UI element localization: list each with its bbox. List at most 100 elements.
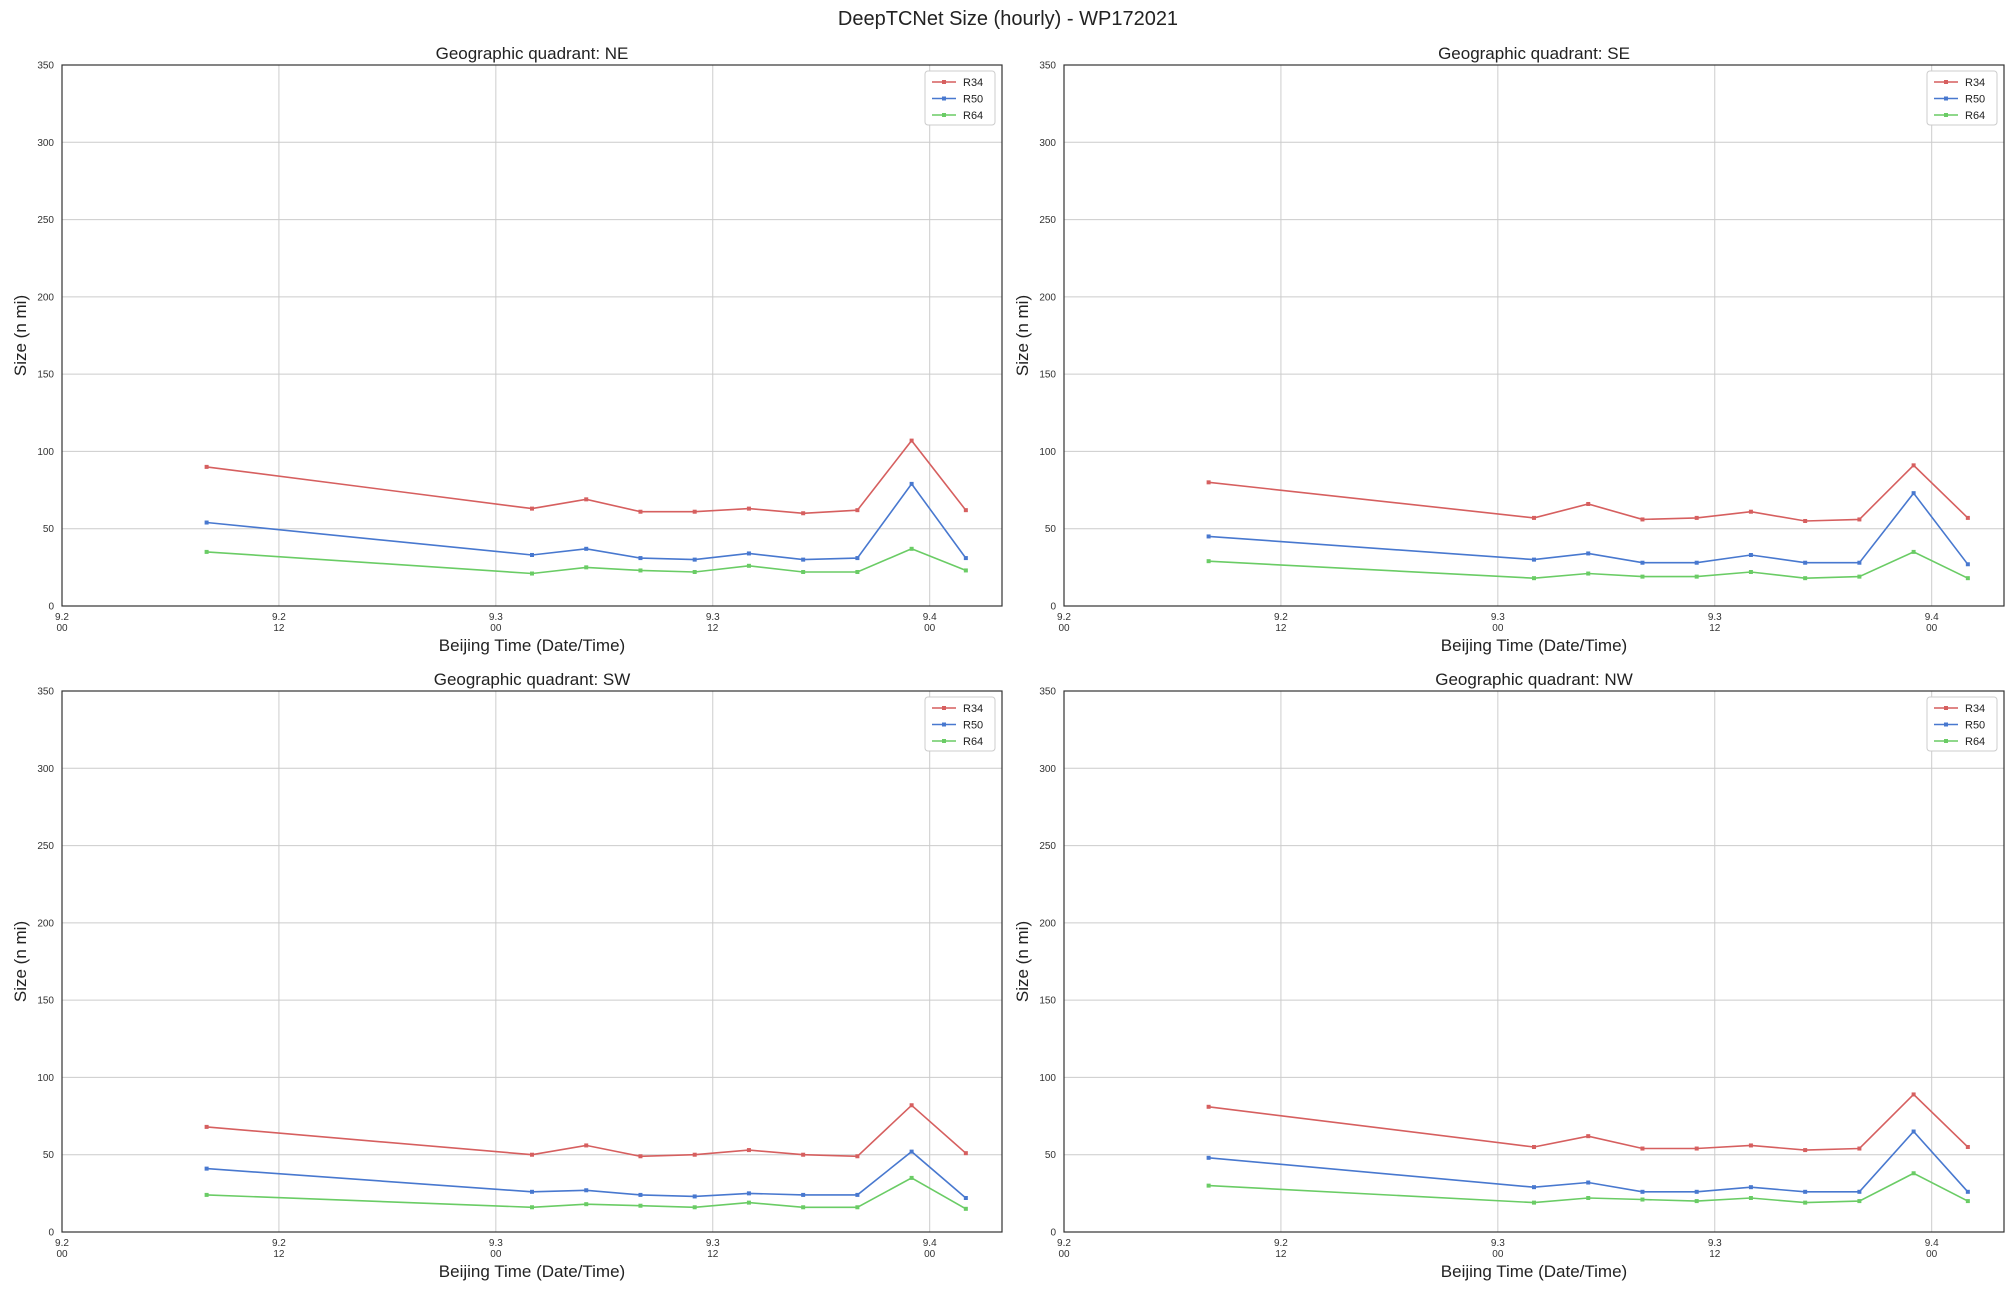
series-r50 (1206, 491, 1970, 567)
data-point (746, 1200, 751, 1205)
data-point (1911, 1171, 1916, 1176)
y-tick-label: 200 (37, 292, 54, 303)
y-tick-label: 300 (37, 764, 54, 775)
data-point (584, 546, 589, 551)
data-point (909, 1175, 914, 1180)
x-tick-hour: 00 (924, 623, 936, 634)
x-tick-date: 9.4 (1925, 1238, 1939, 1249)
grid (1063, 64, 2004, 607)
data-point (584, 497, 589, 502)
data-point (1803, 560, 1808, 565)
x-tick-date: 9.4 (923, 1238, 937, 1249)
y-tick-label: 100 (37, 1073, 54, 1084)
x-tick-label: 9.2 12 (1274, 1238, 1288, 1260)
y-tick-label: 250 (37, 841, 54, 852)
y-tick-label: 100 (1039, 447, 1056, 458)
data-point (746, 563, 751, 568)
y-tick-label: 0 (1050, 602, 1056, 613)
data-point (1965, 1189, 1970, 1194)
series-line-r34 (1208, 1093, 1969, 1151)
x-tick-hour: 00 (924, 1249, 936, 1260)
x-tick-hour: 00 (56, 1249, 68, 1260)
x-tick-label: 9.2 12 (1274, 612, 1288, 634)
x-tick-label: 9.3 00 (489, 612, 503, 634)
x-axis-label: Beijing Time (Date/Time) (1441, 636, 1627, 655)
legend-label: R64 (963, 736, 983, 748)
y-tick-label: 150 (1039, 996, 1056, 1007)
data-point (801, 511, 806, 516)
y-tick-label: 200 (1039, 918, 1056, 929)
data-point (1965, 515, 1970, 520)
series-line-r34 (206, 1104, 967, 1158)
data-point (909, 438, 914, 443)
y-axis-label: Size (n mi) (11, 295, 30, 376)
data-point (204, 1166, 209, 1171)
series-r34 (204, 438, 968, 516)
series-line-r50 (206, 482, 967, 561)
series-r50 (204, 1149, 968, 1200)
x-tick-label: 9.4 00 (923, 1238, 937, 1260)
data-point (1748, 509, 1753, 514)
data-point (530, 506, 534, 511)
data-point (963, 1195, 968, 1200)
y-axis-label: Size (n mi) (1013, 921, 1032, 1002)
data-point (746, 1148, 751, 1153)
data-point (638, 1203, 643, 1208)
x-tick-label: 9.2 00 (1057, 612, 1071, 634)
data-point (909, 1103, 914, 1108)
series-line-r34 (1208, 464, 1969, 522)
x-tick-label: 9.4 00 (1925, 612, 1939, 634)
chart-title: Geographic quadrant: NE (436, 44, 629, 63)
x-tick-label: 9.3 12 (706, 612, 720, 634)
x-tick-date: 9.3 (1708, 612, 1722, 623)
legend-marker (1944, 722, 1948, 727)
x-tick-hour: 12 (273, 1249, 285, 1260)
chart-svg: Geographic quadrant: SE 0 50 100 150 200 250 30… (1013, 44, 2005, 655)
y-tick-label: 300 (37, 138, 54, 149)
data-point (584, 1143, 589, 1148)
data-point (204, 464, 209, 469)
data-point (692, 1194, 697, 1199)
y-tick-label: 150 (37, 370, 54, 381)
data-point (1911, 463, 1916, 468)
x-tick-label: 9.4 00 (923, 612, 937, 634)
y-tick-label: 0 (48, 602, 54, 613)
data-point (692, 509, 697, 514)
legend-box (924, 696, 996, 752)
data-point (1803, 1200, 1808, 1205)
data-point (204, 520, 209, 525)
legend: R34 R50 R64 (924, 696, 996, 752)
data-point (909, 481, 914, 486)
x-tick-hour: 00 (490, 1249, 502, 1260)
data-point (801, 557, 806, 562)
legend-marker (1944, 113, 1948, 117)
legend-label: R50 (1965, 94, 1985, 106)
grid (61, 690, 1002, 1233)
series-r34 (204, 1103, 968, 1159)
data-point (1694, 1189, 1699, 1194)
data-point (1748, 1143, 1753, 1148)
data-point (1803, 518, 1808, 523)
series-line-r50 (206, 1150, 967, 1199)
chart-panel-nw: Geographic quadrant: NW 0 50 100 150 200 250 30… (1002, 662, 2006, 1282)
series-line-r34 (206, 439, 967, 515)
data-point (638, 568, 643, 573)
data-point (963, 1206, 968, 1211)
series-line-r50 (1208, 1130, 1969, 1193)
y-tick-label: 150 (1039, 370, 1056, 381)
y-tick-label: 250 (1039, 841, 1056, 852)
data-point (1640, 1197, 1645, 1202)
x-tick-hour: 00 (56, 623, 68, 634)
data-point (692, 569, 697, 574)
series-line-r64 (1208, 551, 1969, 580)
y-tick-label: 100 (1039, 1073, 1056, 1084)
legend-marker (1944, 739, 1948, 743)
legend-label: R50 (1965, 720, 1985, 732)
legend-marker (942, 113, 946, 117)
data-point (1857, 1199, 1862, 1204)
data-point (692, 1205, 697, 1210)
data-point (855, 1192, 860, 1197)
x-tick-date: 9.2 (1057, 612, 1071, 623)
x-tick-hour: 00 (1926, 623, 1938, 634)
x-tick-date: 9.2 (272, 1238, 286, 1249)
